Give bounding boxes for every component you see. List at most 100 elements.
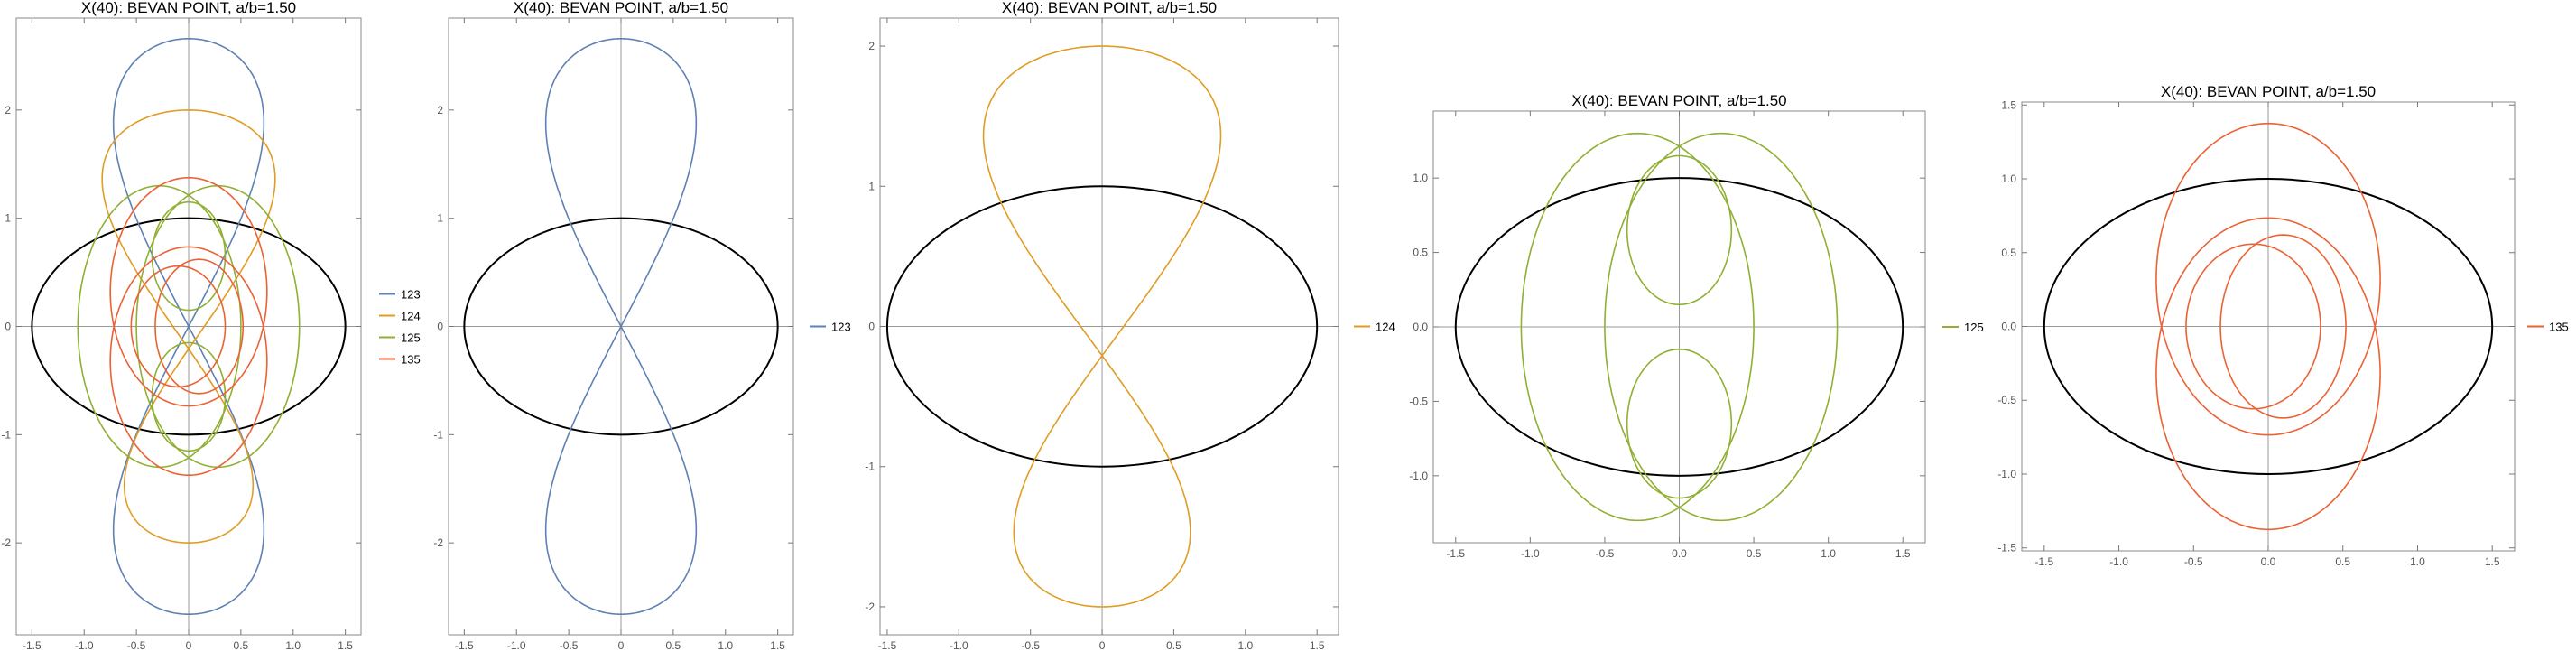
series-125-curve xyxy=(1626,154,1733,306)
chart-panel-5: X(40): BEVAN POINT, a/b=1.50 -1.5 -1.0 -0.5… xyxy=(1997,83,2568,568)
y-tick-label: 0 xyxy=(437,321,443,333)
y-tick-label: 1.0 xyxy=(2001,172,2016,185)
series-135-curve xyxy=(109,177,268,407)
legend-label-135: 135 xyxy=(401,353,421,367)
x-tick-label: -1.5 xyxy=(455,639,474,652)
y-tick-label: -2 xyxy=(433,536,443,549)
y-tick-label: -1 xyxy=(865,461,875,473)
x-tick-label: 1.0 xyxy=(1237,639,1253,652)
x-tick-label: 1.5 xyxy=(1310,639,1325,652)
series-125-curve xyxy=(1626,348,1733,499)
legend-label-124: 124 xyxy=(401,310,421,323)
reference-ellipse xyxy=(463,217,779,436)
x-tick-label: -0.5 xyxy=(1596,547,1615,560)
x-tick-label: 1.5 xyxy=(2485,555,2500,568)
y-tick-label: -1.0 xyxy=(1997,468,2016,480)
x-tick-label: -1.0 xyxy=(2109,555,2128,568)
legend-label-124: 124 xyxy=(1376,321,1395,334)
legend-label-125: 125 xyxy=(401,331,421,345)
legend-label-123: 123 xyxy=(401,288,421,302)
series-125-curve xyxy=(1520,132,1755,522)
series-125-curve xyxy=(135,184,301,469)
x-tick-label: -1.0 xyxy=(1521,547,1540,560)
x-tick-label: 0 xyxy=(618,639,625,652)
series-123-curve xyxy=(112,38,265,615)
reference-ellipse xyxy=(1454,177,1904,477)
series-125-curve xyxy=(151,341,227,452)
series-124-curve xyxy=(101,109,276,544)
x-tick-label: 0 xyxy=(1099,639,1106,652)
x-tick-label: -0.5 xyxy=(127,639,146,652)
x-tick-label: 0.5 xyxy=(666,639,681,652)
y-tick-label: 0.5 xyxy=(2001,247,2016,259)
x-tick-label: 1.5 xyxy=(770,639,785,652)
x-tick-label: 0.0 xyxy=(2261,555,2276,568)
x-tick-label: -1.5 xyxy=(1446,547,1465,560)
x-tick-label: 0.5 xyxy=(1166,639,1181,652)
y-tick-label: -1.0 xyxy=(1409,470,1428,482)
series-135-curve xyxy=(2185,243,2321,410)
chart-title: X(40): BEVAN POINT, a/b=1.50 xyxy=(1002,0,1217,16)
x-tick-label: -1.5 xyxy=(878,639,897,652)
y-tick-label: 0.0 xyxy=(2001,321,2016,333)
x-tick-label: 1.0 xyxy=(2410,555,2425,568)
x-tick-label: 0.0 xyxy=(1672,547,1687,560)
y-tick-label: -2 xyxy=(1,536,11,549)
series-123-curve xyxy=(544,38,698,615)
chart-title: X(40): BEVAN POINT, a/b=1.50 xyxy=(514,0,728,16)
series-135-curve xyxy=(154,258,244,395)
x-tick-label: 1.5 xyxy=(338,639,353,652)
series-125-curve xyxy=(151,200,227,312)
y-tick-label: 1.5 xyxy=(2001,98,2016,111)
y-tick-label: 2 xyxy=(5,104,11,116)
x-tick-label: 1.0 xyxy=(1821,547,1836,560)
y-tick-label: 1 xyxy=(5,212,11,225)
reference-ellipse xyxy=(31,217,347,436)
x-tick-label: 1.0 xyxy=(285,639,301,652)
x-tick-label: -1.5 xyxy=(2034,555,2053,568)
legend-label-135: 135 xyxy=(2549,321,2569,334)
x-tick-label: 1.0 xyxy=(718,639,733,652)
series-135-curve xyxy=(2155,122,2381,436)
legend-label-125: 125 xyxy=(1964,321,1984,334)
y-tick-label: 1 xyxy=(437,212,443,225)
chart-panel-1: X(40): BEVAN POINT, a/b=1.50 -1.5 -1.0 -0.5… xyxy=(1,0,420,652)
series-135-curve xyxy=(130,265,227,388)
chart-title: X(40): BEVAN POINT, a/b=1.50 xyxy=(2161,83,2376,100)
x-tick-label: -1.5 xyxy=(23,639,42,652)
chart-title: X(40): BEVAN POINT, a/b=1.50 xyxy=(1571,92,1786,109)
x-tick-label: 0.5 xyxy=(234,639,249,652)
series-135-curve xyxy=(2219,234,2347,419)
chart-title: X(40): BEVAN POINT, a/b=1.50 xyxy=(81,0,296,16)
series-124-curve xyxy=(982,45,1222,608)
y-tick-label: 0 xyxy=(868,321,875,333)
x-tick-label: -0.5 xyxy=(2184,555,2203,568)
y-tick-label: -0.5 xyxy=(1409,395,1428,407)
y-tick-label: 0.5 xyxy=(1413,247,1428,259)
x-tick-label: -1.0 xyxy=(950,639,968,652)
x-tick-label: 0.5 xyxy=(2335,555,2350,568)
y-tick-label: 2 xyxy=(868,40,875,52)
reference-ellipse xyxy=(2043,178,2494,475)
series-125-curve xyxy=(77,184,242,469)
y-tick-label: -0.5 xyxy=(1997,394,2016,406)
x-tick-label: -0.5 xyxy=(560,639,579,652)
legend-label-123: 123 xyxy=(831,321,851,334)
x-tick-label: 1.5 xyxy=(1895,547,1911,560)
x-tick-label: -1.0 xyxy=(507,639,526,652)
chart-panel-2: X(40): BEVAN POINT, a/b=1.50 -1.5 -1.0 -0.5… xyxy=(433,0,850,652)
chart-panel-3: X(40): BEVAN POINT, a/b=1.50 -1.5 -1.0 -0.5… xyxy=(865,0,1395,652)
y-tick-label: 2 xyxy=(437,104,443,116)
x-tick-label: -1.0 xyxy=(75,639,94,652)
series-135-curve xyxy=(2155,217,2381,531)
chart-panel-4: X(40): BEVAN POINT, a/b=1.50 -1.5 -1.0 -0.5… xyxy=(1409,92,1983,560)
series-125-curve xyxy=(1604,132,1839,522)
x-tick-label: -0.5 xyxy=(1021,639,1040,652)
y-tick-label: -1 xyxy=(433,428,443,441)
y-tick-label: -1 xyxy=(1,428,11,441)
y-tick-label: 0 xyxy=(5,321,11,333)
x-tick-label: 0 xyxy=(186,639,192,652)
y-tick-label: 1.0 xyxy=(1413,172,1428,184)
y-tick-label: -2 xyxy=(865,601,875,613)
